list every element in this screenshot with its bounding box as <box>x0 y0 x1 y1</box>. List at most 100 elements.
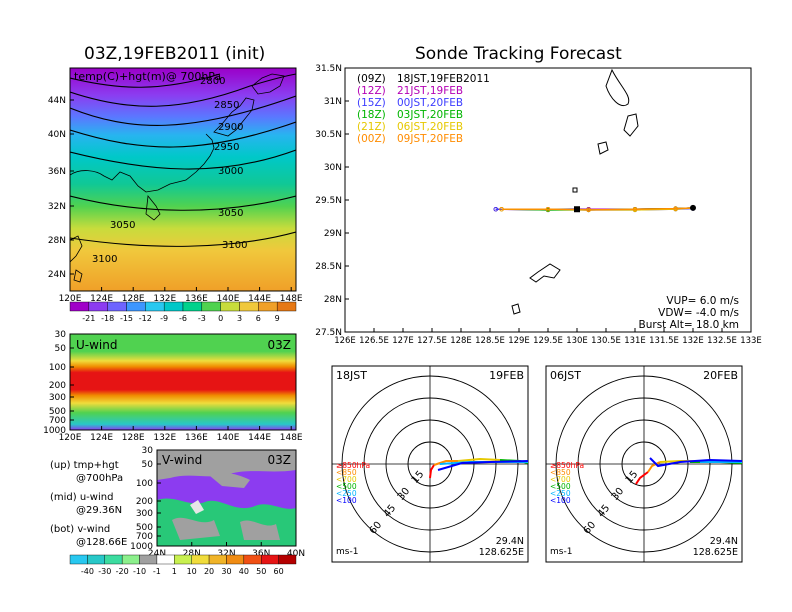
wind-colorbar-swatch <box>226 554 245 565</box>
legend-time: 00JST,20FEB <box>397 97 463 109</box>
temp-colorbar-label: -15 <box>120 314 133 323</box>
temp-colorbar-swatch <box>201 301 221 312</box>
lat-tick-label: 28N <box>324 295 342 305</box>
lon-tick-label: 130.5E <box>591 336 621 346</box>
lat-tick-label: 31.5N <box>315 64 342 74</box>
pressure-tick-label: 200 <box>136 497 153 507</box>
u-wind-label: U-wind <box>76 338 117 352</box>
level-key: <500 <box>550 482 571 491</box>
temp-colorbar-label: -6 <box>179 314 187 323</box>
lon-tick-label: 127E <box>392 336 414 346</box>
legend-code: (12Z) <box>357 85 386 97</box>
contour-label: 2900 <box>218 122 243 133</box>
contour-label: 3100 <box>92 254 117 265</box>
lon-tick-label: 129.5E <box>533 336 563 346</box>
wind-colorbar-swatch <box>191 554 210 565</box>
contour-label: 3100 <box>222 240 247 251</box>
level-key: <700 <box>336 475 357 484</box>
track-point <box>499 206 504 212</box>
pressure-tick-label: 700 <box>49 416 66 426</box>
island-coast <box>605 68 630 106</box>
level-key: <850 <box>336 468 357 477</box>
v-wind-label: V-wind <box>162 453 202 467</box>
lat-tick-label: 29.5N <box>315 196 342 206</box>
pressure-tick-label: 50 <box>55 344 67 354</box>
temp-colorbar-swatch <box>145 301 165 312</box>
hodograph-trace <box>649 457 742 468</box>
lon-tick-label: 148E <box>280 294 303 304</box>
legend-time: 03JST,20FEB <box>397 109 463 121</box>
note-mid-line2: @29.36N <box>76 505 122 516</box>
lon-tick-label: 120E <box>59 294 82 304</box>
level-key: <850 <box>550 468 571 477</box>
hodograph-trace <box>433 460 458 466</box>
lon-tick-label: 124E <box>90 294 113 304</box>
lon-tick-label: 128E <box>122 294 145 304</box>
lon-tick-label: 128.5E <box>475 336 505 346</box>
hodograph-lon: 128.625E <box>693 547 738 558</box>
vup-text: VUP= 6.0 m/s <box>666 295 739 307</box>
pressure-tick-label: 50 <box>142 460 154 470</box>
lat-tick-label: 36N <box>252 549 270 559</box>
wind-colorbar-swatch <box>208 554 227 565</box>
lon-tick-label: 124E <box>90 433 113 443</box>
contour-label: 3000 <box>218 166 243 177</box>
hodograph-lat: 29.4N <box>496 536 524 547</box>
hodograph-date: 20FEB <box>703 369 738 382</box>
lon-tick-label: 129E <box>508 336 530 346</box>
map-panel-label: temp(C)+hgt(m)@ 700hPa <box>74 70 221 83</box>
hodograph-trace <box>429 464 435 479</box>
lat-tick-label: 32N <box>48 202 66 212</box>
level-key: <250 <box>336 489 357 498</box>
lon-tick-label: 132E <box>682 336 704 346</box>
lon-tick-label: 132.5E <box>707 336 737 346</box>
contour-label: 2950 <box>214 142 239 153</box>
temp-colorbar-label: -18 <box>101 314 114 323</box>
lat-tick-label: 28.5N <box>315 262 342 272</box>
lon-tick-label: 130E <box>566 336 588 346</box>
wind-colorbar-label: 30 <box>221 567 231 576</box>
left-title: 03Z,19FEB2011 (init) <box>84 44 266 64</box>
wind-colorbar-swatch <box>69 554 88 565</box>
lat-tick-label: 30N <box>324 163 342 173</box>
track-series <box>493 204 696 213</box>
temp-colorbar-swatch <box>88 301 108 312</box>
lon-tick-label: 128E <box>450 336 472 346</box>
legend-code: (21Z) <box>357 121 386 133</box>
pressure-tick-label: 200 <box>49 381 66 391</box>
hodograph-lon: 128.625E <box>479 547 524 558</box>
temp-colorbar-label: 9 <box>275 314 280 323</box>
wind-colorbar-label: -10 <box>133 567 146 576</box>
wind-colorbar-label: -40 <box>81 567 94 576</box>
lon-tick-label: 132E <box>153 433 176 443</box>
wind-colorbar-swatch <box>243 554 262 565</box>
island-coast <box>572 187 578 193</box>
note-bot-line1: (bot) v-wind <box>50 524 110 535</box>
level-key: ≥850hPa <box>550 461 584 470</box>
pressure-tick-label: 1000 <box>130 542 153 552</box>
track-point <box>586 207 591 213</box>
track-panel: 31.5N 31N 30.5N 30N 29.5N 29N 28.5N 28N 27.5N 12… <box>315 64 762 346</box>
hodograph-date: 19FEB <box>489 369 524 382</box>
temp-colorbar-label: -3 <box>198 314 206 323</box>
lat-tick-label: 28N <box>183 549 201 559</box>
lon-tick-label: 140E <box>217 433 240 443</box>
map-lat-ticks: 44N 40N 36N 32N 28N 24N <box>48 96 74 280</box>
panel-notes: (up) tmp+hgt @700hPa (mid) u-wind @29.36… <box>50 460 127 548</box>
temp-colorbar-swatch <box>182 301 203 312</box>
lon-tick-label: 144E <box>248 433 271 443</box>
lat-tick-label: 31N <box>324 97 342 107</box>
wind-colorbar-swatch <box>156 554 175 565</box>
temp-colorbar-label: 6 <box>256 314 261 323</box>
map-contour-labels: 2800 2850 2900 2950 3000 3050 3050 3100 … <box>92 76 247 265</box>
wind-colorbar-swatch <box>121 554 140 565</box>
legend-time: 06JST,20FEB <box>397 121 463 133</box>
right-title: Sonde Tracking Forecast <box>415 44 622 64</box>
lon-tick-label: 131E <box>624 336 646 346</box>
hodograph-time: 06JST <box>550 369 581 382</box>
wind-colorbar-swatch <box>261 554 279 565</box>
track-end-marker <box>690 204 696 211</box>
